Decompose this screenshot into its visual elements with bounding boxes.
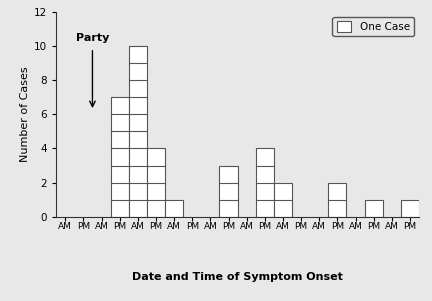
- Bar: [165, 200, 183, 217]
- Bar: [219, 166, 238, 217]
- Y-axis label: Number of Cases: Number of Cases: [20, 67, 30, 162]
- Text: Date and Time of Symptom Onset: Date and Time of Symptom Onset: [132, 272, 343, 282]
- Text: Party: Party: [76, 33, 109, 43]
- Legend: One Case: One Case: [333, 17, 414, 36]
- Bar: [111, 97, 129, 217]
- Bar: [274, 183, 292, 217]
- Bar: [365, 200, 383, 217]
- Bar: [129, 46, 147, 217]
- Bar: [256, 148, 274, 217]
- Bar: [401, 200, 419, 217]
- Bar: [147, 148, 165, 217]
- Bar: [328, 183, 346, 217]
